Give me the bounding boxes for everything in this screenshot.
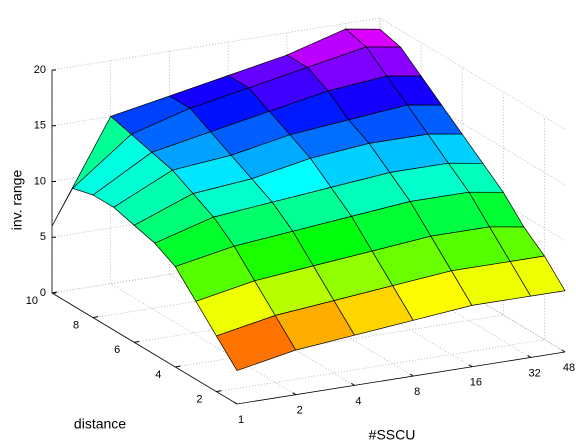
z-tick-label: 15 — [34, 120, 46, 132]
y-tick-label: 8 — [73, 320, 79, 332]
x-tick — [233, 401, 238, 405]
x-tick — [351, 382, 355, 386]
x-tick-label: 32 — [529, 367, 541, 379]
x-axis-label: #SSCU — [369, 427, 416, 443]
y-tick — [175, 365, 181, 368]
z-tick-label: 10 — [34, 175, 46, 187]
x-tick-label: 4 — [355, 395, 361, 407]
y-tick-label: 4 — [155, 369, 161, 381]
grid-line — [175, 92, 504, 368]
x-tick — [468, 364, 473, 368]
z-axis-label: inv. range — [9, 170, 25, 231]
y-tick-label: 10 — [26, 295, 38, 307]
x-tick — [292, 392, 297, 396]
x-tick — [409, 373, 414, 377]
y-tick — [216, 390, 222, 393]
y-tick — [93, 316, 99, 319]
x-tick-label: 2 — [297, 405, 303, 417]
y-tick-label: 6 — [114, 344, 120, 356]
x-tick — [527, 355, 531, 358]
y-tick — [134, 340, 140, 343]
z-tick-label: 0 — [40, 287, 46, 299]
grid-line — [216, 116, 545, 393]
x-tick-label: 1 — [238, 414, 244, 426]
z-tick-label: 5 — [40, 231, 46, 243]
x-tick-label: 48 — [563, 362, 575, 374]
y-axis-label: distance — [74, 416, 126, 432]
x-tick — [561, 349, 566, 353]
z-tick-label: 20 — [34, 64, 46, 76]
y-tick-label: 2 — [196, 394, 202, 406]
x-tick-label: 8 — [414, 386, 420, 398]
surface-patch — [215, 315, 297, 372]
y-tick — [51, 291, 58, 294]
x-tick-label: 16 — [470, 377, 482, 389]
